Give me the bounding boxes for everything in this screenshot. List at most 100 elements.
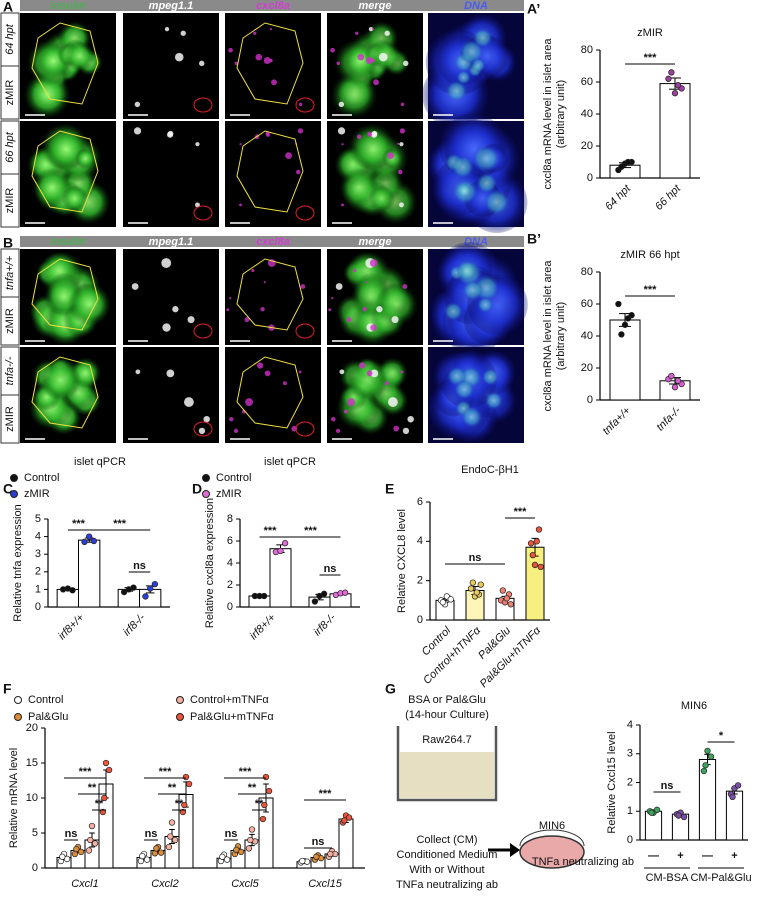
x-tick-label: Cxcl5 (231, 878, 259, 890)
significance-label: *** (319, 788, 333, 800)
data-point (88, 822, 96, 830)
channel-label: cxcl8a (256, 236, 290, 248)
insulin-signal (64, 41, 95, 72)
data-point (618, 163, 625, 170)
channel-label: mpeg1.1 (149, 0, 194, 12)
bar (56, 588, 80, 608)
data-point (503, 595, 510, 602)
macrophage-signal (162, 323, 171, 332)
cxcl8a-signal (341, 203, 344, 207)
x-tick-label: irf8+/+ (248, 611, 279, 642)
dna-signal (451, 178, 479, 205)
data-point (477, 581, 484, 588)
cxcl8a-signal (244, 317, 250, 323)
x-tick-label: irf8-/- (121, 611, 148, 638)
y-tick-label: 0 (32, 862, 38, 874)
data-point (248, 826, 256, 833)
channel-label: DNA (464, 0, 488, 12)
schematic-text: BSA or Pal&Glu (408, 694, 486, 706)
data-point (157, 849, 165, 856)
y-tick-label: 4 (35, 531, 41, 543)
cxcl8a-signal (366, 370, 373, 377)
x-tick-label: + (731, 850, 737, 862)
data-point (139, 852, 146, 860)
dna-signal (484, 391, 504, 410)
cxcl8a-signal (393, 425, 400, 432)
islet-outline (31, 258, 99, 331)
bar (269, 548, 292, 608)
data-point (648, 809, 655, 816)
cxcl8a-signal (265, 132, 271, 137)
data-point (281, 540, 289, 547)
data-point (262, 773, 270, 781)
macrophage-signal (180, 30, 186, 36)
data-point (469, 579, 476, 586)
insulin-signal (374, 282, 419, 327)
significance-label: *** (79, 766, 93, 778)
bar (659, 83, 691, 179)
micrograph (123, 347, 219, 443)
macrophage-outline (295, 205, 315, 221)
panel-label: A (3, 0, 13, 15)
data-point (700, 767, 708, 775)
macrophage-signal (164, 26, 170, 32)
macrophage-signal (338, 101, 345, 108)
data-point (261, 801, 268, 809)
chart-title: islet qPCR (74, 456, 126, 468)
cxcl8a-signal (402, 284, 408, 289)
legend-marker (176, 713, 184, 721)
legend-label: zMIR (216, 488, 242, 500)
dna-signal (455, 259, 478, 282)
cxcl8a-signal (336, 61, 340, 66)
data-point (734, 782, 742, 789)
row-group: zMIR (4, 188, 16, 214)
macrophage-signal (184, 397, 194, 407)
dna-signal (477, 296, 494, 314)
row-condition: 66 hpt (4, 131, 16, 163)
data-point (320, 590, 328, 597)
channel-label: merge (358, 236, 391, 248)
data-point (171, 836, 179, 844)
cxcl8a-signal (253, 31, 257, 35)
significance-label: *** (644, 284, 658, 296)
islet-outline (236, 258, 304, 331)
legend-marker (14, 696, 22, 704)
macrophage-signal (172, 306, 179, 313)
significance-label: *** (159, 766, 173, 778)
data-point (86, 533, 93, 540)
data-point (668, 372, 675, 380)
islet-outline (236, 356, 304, 429)
data-point (223, 856, 231, 863)
y-tick-label: 0 (587, 172, 593, 184)
data-point (90, 537, 98, 545)
data-point (704, 747, 711, 755)
data-point (674, 82, 682, 89)
data-point (675, 812, 682, 819)
cxcl8a-signal (400, 370, 404, 374)
cxcl8a-signal (328, 308, 332, 312)
x-tick-label: tnfa+/+ (600, 404, 633, 437)
cxcl8a-signal (370, 324, 377, 331)
y-tick-label: 60 (581, 76, 593, 88)
y-tick-label: 15 (26, 757, 38, 769)
bar (338, 818, 354, 869)
data-point (311, 598, 319, 605)
chart-title: zMIR (637, 27, 663, 39)
macrophage-signal (195, 202, 200, 208)
cxcl8a-signal (226, 308, 230, 312)
cxcl8a-signal (359, 362, 366, 369)
channel-header (20, 236, 524, 247)
panel-label: A’ (527, 1, 540, 17)
data-point (87, 836, 94, 844)
macrophage-signal (335, 283, 343, 290)
bar (78, 539, 101, 608)
panel-label: B’ (527, 231, 541, 247)
data-point (85, 847, 93, 854)
cxcl8a-signal (260, 307, 265, 312)
legend-marker (202, 490, 210, 498)
cxcl8a-signal (399, 128, 406, 134)
data-point (185, 780, 193, 788)
cxcl8a-signal (263, 281, 266, 284)
dish (519, 835, 585, 869)
y-tick-label: 0 (587, 394, 593, 406)
